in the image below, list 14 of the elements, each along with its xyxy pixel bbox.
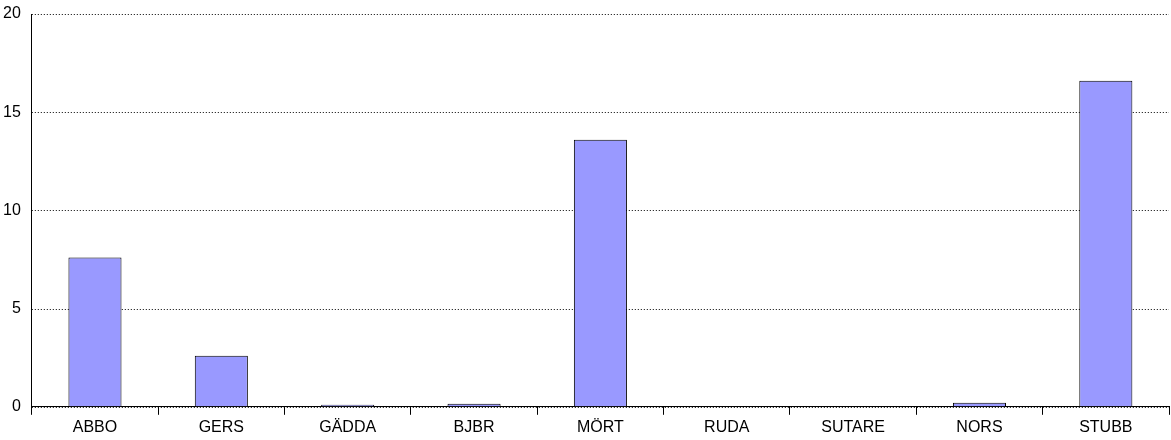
x-tick-label: STUBB — [1079, 417, 1133, 435]
y-tick-label: 15 — [3, 102, 21, 120]
x-tick-label: BJBR — [453, 417, 495, 435]
x-tick-label: NORS — [956, 417, 1003, 435]
x-tick-label: GÄDDA — [319, 417, 377, 435]
x-tick-label: RUDA — [704, 417, 750, 435]
y-tick-label: 10 — [3, 200, 21, 218]
x-tick-label: GERS — [198, 417, 244, 435]
y-tick-label: 20 — [3, 4, 21, 22]
x-tick-label: MÖRT — [576, 417, 625, 435]
y-tick-label: 5 — [11, 299, 21, 317]
x-tick-label: ABBO — [72, 417, 118, 435]
x-tick-label: SUTARE — [821, 417, 885, 435]
y-tick-label: 0 — [11, 397, 21, 415]
